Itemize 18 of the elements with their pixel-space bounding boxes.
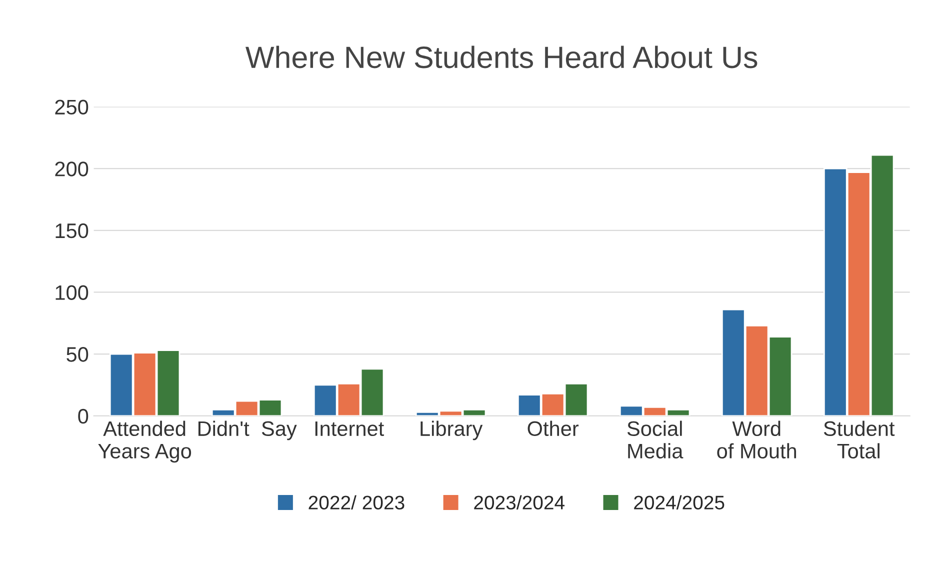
y-tick-label: 250 (55, 100, 88, 115)
x-tick-label: Attended Years Ago (98, 420, 192, 463)
chart-title: Where New Students Heard About Us (246, 46, 758, 68)
x-tick-label: Internet (315, 422, 384, 436)
y-tick-label: 50 (66, 347, 88, 362)
y-tick-label: 200 (55, 162, 88, 176)
legend-label: 2022/ 2023 (308, 495, 404, 510)
y-tick-label: 150 (56, 223, 88, 238)
y-tick-label: 0 (78, 408, 88, 424)
legend-label: 2023/2024 (474, 495, 565, 510)
legend-label: 2024/2025 (634, 495, 724, 510)
y-tick-label: 100 (56, 285, 88, 300)
x-tick-label: Other (528, 420, 579, 436)
x-tick-label: Word of Mouth (717, 420, 796, 458)
x-tick-label: Social Media (627, 420, 684, 458)
x-tick-label: Library (420, 420, 483, 440)
x-tick-label: Didn't Say (198, 420, 297, 440)
x-tick-label: Student Total (824, 420, 895, 458)
